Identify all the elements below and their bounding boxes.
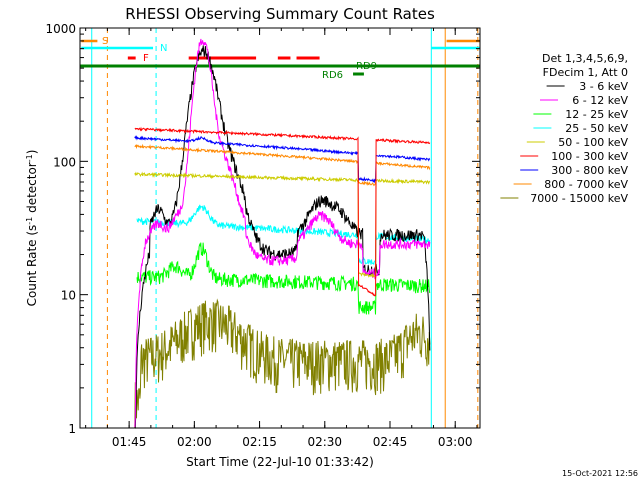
annotations: S N F RD9 RD6 bbox=[102, 36, 377, 81]
x-tick-label: 03:00 bbox=[438, 435, 473, 449]
chart-title: RHESSI Observing Summary Count Rates bbox=[125, 5, 435, 23]
y-axis-label: Count Rate (s-1 detector-1) bbox=[25, 150, 40, 307]
y-axis-label-sup: -1 bbox=[25, 154, 34, 162]
legend: Det 1,3,4,5,6,9, FDecim 1, Att 0 3 - 6 k… bbox=[500, 52, 628, 205]
legend-entry-label: 300 - 800 keV bbox=[551, 164, 628, 177]
series-line-300-800 bbox=[134, 135, 431, 184]
annotation-rd9: RD9 bbox=[356, 61, 377, 72]
y-tick-label: 1 bbox=[68, 422, 76, 436]
annotation-f: F bbox=[143, 53, 149, 64]
legend-entry-label: 50 - 100 keV bbox=[558, 136, 628, 149]
series-line-100-300 bbox=[134, 126, 431, 297]
timestamp: 15-Oct-2021 12:56 bbox=[562, 469, 638, 478]
x-tick-label: 01:45 bbox=[112, 435, 147, 449]
data-layer bbox=[80, 28, 480, 429]
series-line-25-50 bbox=[136, 204, 431, 266]
legend-entry-label: 100 - 300 keV bbox=[551, 150, 628, 163]
series-line-3-6 bbox=[134, 45, 431, 429]
series-line-6-12 bbox=[134, 38, 431, 428]
legend-header-2: FDecim 1, Att 0 bbox=[543, 66, 628, 79]
legend-entry-label: 800 - 7000 keV bbox=[544, 178, 628, 191]
legend-entry-label: 3 - 6 keV bbox=[579, 80, 628, 93]
series-line-800-7000 bbox=[134, 143, 431, 187]
annotation-rd6: RD6 bbox=[322, 70, 343, 81]
y-axis-label-sup: -1 bbox=[25, 217, 34, 225]
y-tick-label: 1000 bbox=[45, 22, 76, 36]
legend-entry-label: 7000 - 15000 keV bbox=[530, 192, 628, 205]
series-line-50-100 bbox=[134, 171, 431, 279]
x-tick-label: 02:45 bbox=[373, 435, 408, 449]
plot-frame bbox=[79, 27, 481, 429]
y-axis-label-part: Count Rate (s bbox=[25, 225, 39, 307]
series-line-7000-15000 bbox=[134, 298, 431, 429]
y-axis-label-part: detector bbox=[25, 162, 39, 217]
y-tick-label: 100 bbox=[53, 155, 76, 169]
annotation-n: N bbox=[160, 43, 167, 54]
x-axis-label: Start Time (22-Jul-10 01:33:42) bbox=[186, 455, 374, 469]
x-tick-label: 02:00 bbox=[177, 435, 212, 449]
y-axis-label-part: ) bbox=[25, 150, 39, 155]
legend-header-1: Det 1,3,4,5,6,9, bbox=[542, 52, 628, 65]
y-tick-label: 10 bbox=[61, 289, 76, 303]
x-tick-label: 02:30 bbox=[307, 435, 342, 449]
legend-entry-label: 25 - 50 keV bbox=[565, 122, 628, 135]
legend-entry-label: 12 - 25 keV bbox=[565, 108, 628, 121]
x-tick-label: 02:15 bbox=[242, 435, 277, 449]
axes-layer: 01:45 02:00 02:15 02:30 02:45 03:00 1 10 100 1000 bbox=[45, 22, 480, 449]
series-line-12-25 bbox=[136, 242, 431, 315]
legend-entry-label: 6 - 12 keV bbox=[572, 94, 628, 107]
annotation-s: S bbox=[102, 36, 108, 47]
